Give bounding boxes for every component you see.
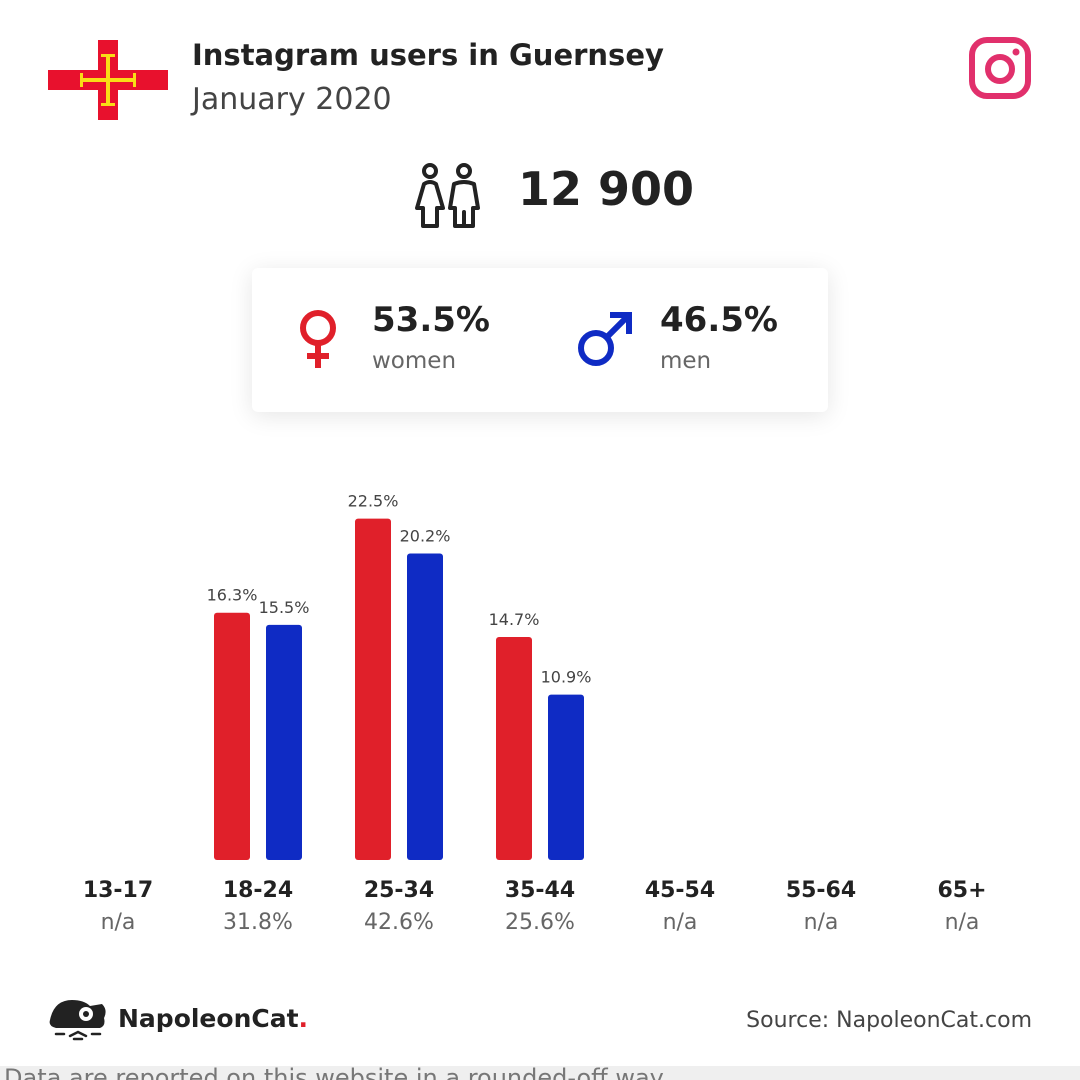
total-users-value: 12 900 bbox=[518, 162, 695, 216]
bar-women-35-44 bbox=[496, 636, 532, 860]
bar-women-18-24 bbox=[214, 612, 250, 860]
page-subtitle: January 2020 bbox=[192, 82, 392, 117]
bar-label-men-25-34: 20.2% bbox=[400, 527, 451, 546]
women-percentage: 53.5% bbox=[372, 300, 490, 340]
gender-split-card: 53.5% women 46.5% men bbox=[252, 268, 828, 412]
female-symbol-icon bbox=[300, 310, 336, 368]
category-label: 65+ bbox=[937, 878, 987, 903]
category-total: 42.6% bbox=[364, 910, 434, 935]
category-label: 18-24 bbox=[222, 878, 294, 903]
bar-label-women-25-34: 22.5% bbox=[348, 492, 399, 511]
bar-women-25-34 bbox=[355, 518, 391, 860]
napoleoncat-logo-icon bbox=[49, 1000, 106, 1041]
users-icon bbox=[415, 163, 480, 228]
category-label: 13-17 bbox=[82, 878, 154, 903]
category-label: 45-54 bbox=[644, 878, 716, 903]
instagram-icon bbox=[969, 37, 1031, 99]
bar-men-25-34 bbox=[407, 553, 443, 860]
bar-label-women-18-24: 16.3% bbox=[207, 586, 258, 605]
men-label: men bbox=[660, 348, 712, 374]
source-credit: Source: NapoleonCat.com bbox=[746, 1008, 1032, 1033]
male-symbol-icon bbox=[578, 312, 632, 366]
category-label: 55-64 bbox=[785, 878, 857, 903]
bar-label-men-35-44: 10.9% bbox=[541, 668, 592, 687]
page-title: Instagram users in Guernsey bbox=[192, 38, 664, 72]
category-total: n/a bbox=[662, 910, 698, 935]
men-percentage: 46.5% bbox=[660, 300, 778, 340]
category-total: 25.6% bbox=[505, 910, 575, 935]
category-total: n/a bbox=[944, 910, 980, 935]
category-total: n/a bbox=[803, 910, 839, 935]
footnote-text: Data are reported on this website in a r… bbox=[4, 1066, 664, 1080]
brand-name: NapoleonCat. bbox=[118, 1004, 309, 1033]
bar-men-18-24 bbox=[266, 624, 302, 860]
women-label: women bbox=[372, 348, 457, 374]
age-gender-bar-chart: 16.3%15.5% 22.5%20.2% 14.7% 10.9% bbox=[207, 492, 592, 860]
category-total: 31.8% bbox=[223, 910, 293, 935]
category-label: 25-34 bbox=[363, 878, 435, 903]
bar-men-35-44 bbox=[548, 694, 584, 860]
bar-label-women-35-44: 14.7% bbox=[489, 610, 540, 629]
footnote-bar: Data are reported on this website in a r… bbox=[0, 1066, 1080, 1080]
category-label: 35-44 bbox=[504, 878, 576, 903]
category-total: n/a bbox=[100, 910, 136, 935]
bar-label-men-18-24: 15.5% bbox=[259, 598, 310, 617]
guernsey-flag-icon bbox=[48, 40, 168, 120]
